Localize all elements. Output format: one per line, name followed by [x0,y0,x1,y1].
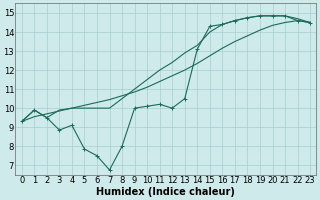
X-axis label: Humidex (Indice chaleur): Humidex (Indice chaleur) [97,187,236,197]
